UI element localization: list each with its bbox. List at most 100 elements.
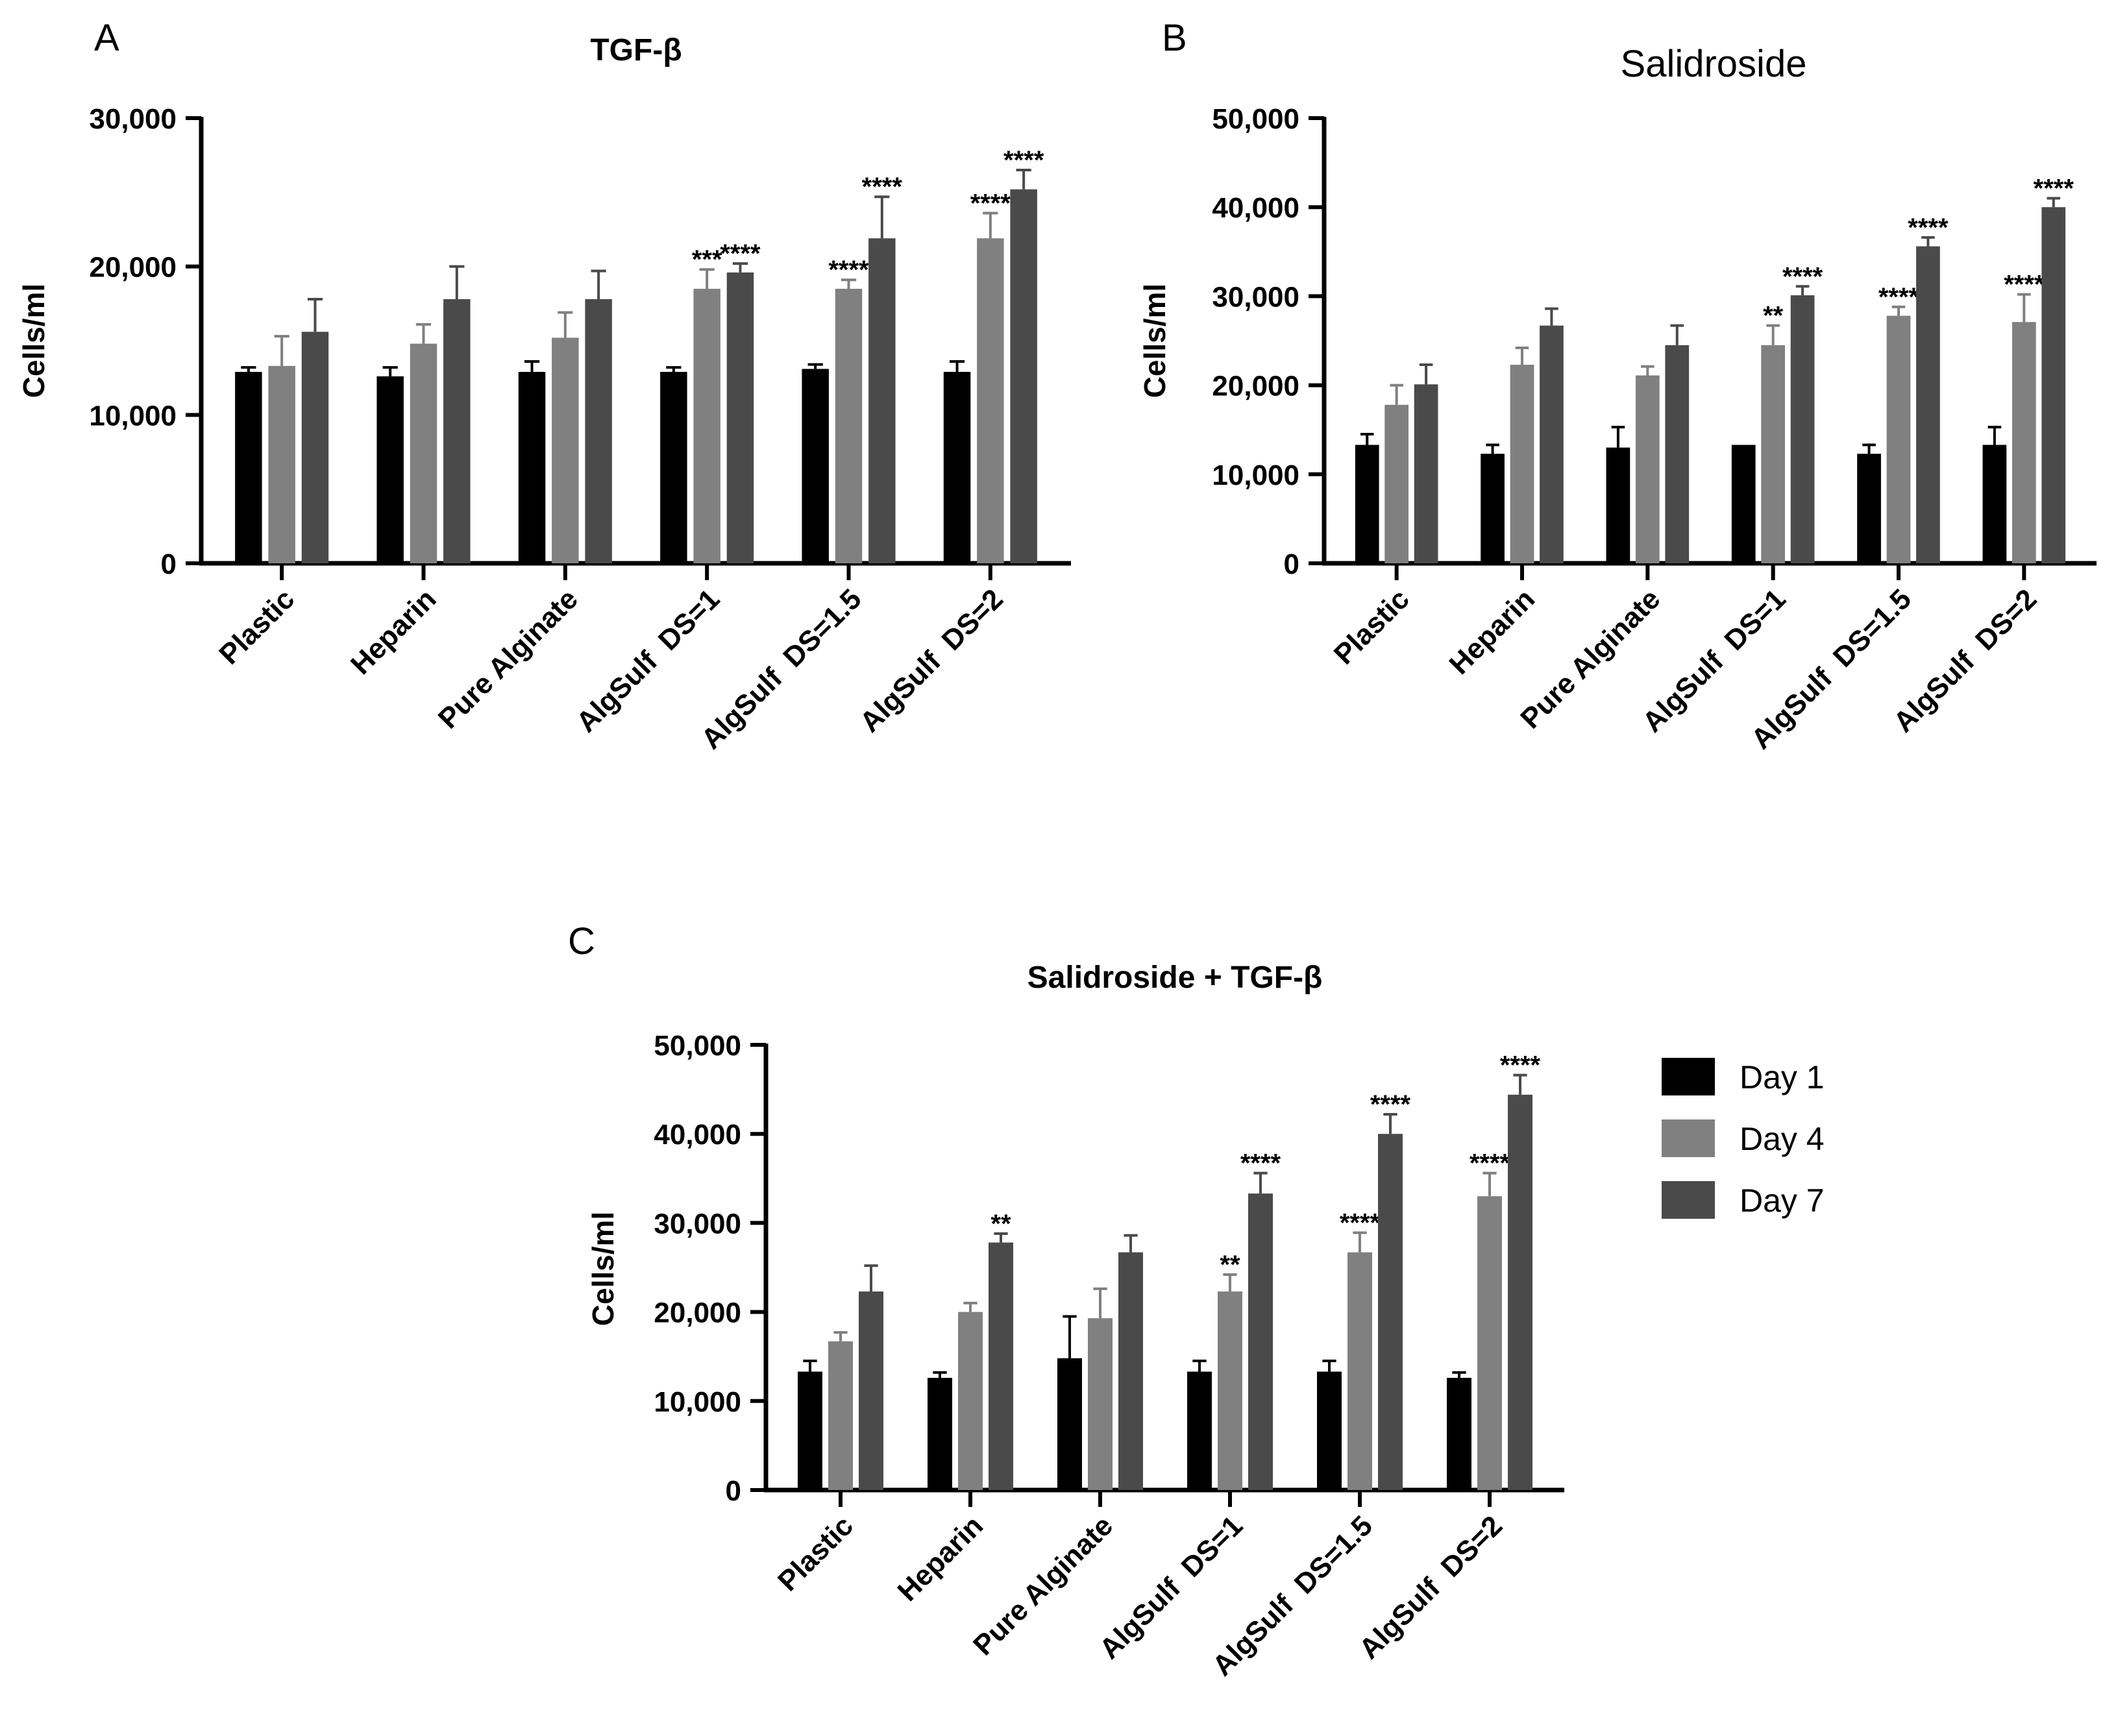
bar-day-4-algsulf-ds-1-5 — [1886, 315, 1911, 563]
bar-day-7-heparin — [1540, 325, 1564, 563]
legend-label-day-1: Day 1 — [1740, 1059, 1825, 1095]
y-tick-label: 0 — [1284, 548, 1299, 580]
panel-letter: C — [568, 920, 595, 962]
y-tick-label: 30,000 — [89, 103, 177, 135]
y-tick-label: 40,000 — [654, 1119, 741, 1151]
y-tick-label: 20,000 — [654, 1297, 741, 1329]
significance-marker: **** — [1878, 283, 1919, 312]
bar-day-4-algsulf-ds-1 — [1218, 1291, 1242, 1490]
bar-day-7-algsulf-ds-2 — [1010, 189, 1037, 563]
significance-marker: **** — [1340, 1208, 1381, 1237]
bar-day-4-algsulf-ds-1-5 — [835, 288, 863, 563]
y-axis-label: Cells/ml — [1138, 284, 1172, 398]
bar-day-7-algsulf-ds-2 — [1508, 1094, 1532, 1490]
significance-marker: **** — [828, 256, 869, 284]
category-label-plastic: Plastic — [772, 1510, 859, 1597]
significance-marker: **** — [1908, 214, 1949, 242]
bar-day-7-plastic — [1414, 384, 1438, 563]
category-label-heparin: Heparin — [1444, 583, 1541, 680]
bar-day-1-algsulf-ds-1-5 — [1857, 454, 1881, 563]
significance-marker: **** — [1500, 1051, 1541, 1080]
y-tick-label: 50,000 — [654, 1030, 741, 1062]
panel-a: A TGF-β Cells/ml 0 10,000 20,000 30,000 Plastic… — [17, 17, 1071, 755]
bar-day-1-algsulf-ds-2 — [1982, 445, 2007, 563]
bar-day-1-pure-alginate — [518, 372, 546, 563]
bar-day-1-pure-alginate — [1057, 1358, 1082, 1490]
panel-c: C Salidroside + TGF-β Cells/ml 0 10,000 20,00… — [568, 920, 1564, 1682]
y-tick-label: 0 — [161, 548, 177, 580]
y-axis-label: Cells/ml — [586, 1212, 620, 1326]
bar-day-4-algsulf-ds-2 — [2011, 322, 2036, 563]
y-axis-label: Cells/ml — [17, 284, 51, 398]
bar-day-7-algsulf-ds-1-5 — [1378, 1134, 1403, 1490]
category-label-plastic: Plastic — [213, 583, 301, 670]
category-label-plastic: Plastic — [1328, 583, 1416, 670]
y-tick-label: 30,000 — [1212, 281, 1299, 313]
legend-label-day-7: Day 7 — [1740, 1182, 1825, 1219]
panel-b: B Salidroside Cells/ml 0 10,000 20,000 30,000 4… — [1138, 17, 2097, 755]
y-tick-label: 40,000 — [1212, 192, 1299, 224]
y-tick-label: 20,000 — [89, 252, 177, 284]
bar-day-4-heparin — [1510, 365, 1534, 563]
bar-day-4-algsulf-ds-1 — [693, 288, 720, 563]
significance-marker: ** — [1220, 1251, 1240, 1279]
y-tick-label: 10,000 — [89, 400, 177, 432]
panel-letter: B — [1162, 17, 1187, 59]
category-label-pure-alginate: Pure Alginate — [432, 583, 584, 735]
y-tick-label: 0 — [726, 1475, 741, 1507]
y-tick-label: 20,000 — [1212, 371, 1299, 402]
bar-day-4-heparin — [958, 1312, 983, 1490]
bar-day-4-pure-alginate — [1088, 1318, 1113, 1490]
bar-day-7-plastic — [859, 1291, 883, 1490]
significance-marker: **** — [862, 173, 903, 201]
bar-day-1-algsulf-ds-1-5 — [1317, 1371, 1342, 1490]
legend-swatch-day-1 — [1662, 1058, 1715, 1095]
bar-day-1-plastic — [235, 372, 262, 563]
bar-day-1-algsulf-ds-1-5 — [802, 369, 829, 563]
bar-day-4-algsulf-ds-1-5 — [1347, 1252, 1372, 1490]
significance-marker: **** — [1240, 1149, 1281, 1178]
significance-marker: **** — [2034, 174, 2074, 202]
y-tick-label: 10,000 — [1212, 459, 1299, 491]
bar-day-1-algsulf-ds-1 — [1731, 445, 1756, 563]
significance-marker: **** — [970, 189, 1011, 217]
panel-letter: A — [94, 17, 119, 59]
bar-day-7-heparin — [443, 299, 471, 563]
y-tick-label: 10,000 — [654, 1386, 741, 1418]
bar-day-4-algsulf-ds-1 — [1761, 345, 1786, 563]
bar-day-7-pure-alginate — [1665, 345, 1690, 563]
bar-day-7-algsulf-ds-1 — [726, 272, 754, 563]
bar-day-1-heparin — [1481, 454, 1505, 563]
bar-day-7-algsulf-ds-2 — [2041, 207, 2066, 563]
legend-label-day-4: Day 4 — [1740, 1121, 1825, 1157]
category-label-algsulf-ds-1: AlgSulf DS=1 — [571, 583, 726, 739]
significance-marker: ** — [1763, 302, 1784, 330]
bar-day-1-plastic — [1355, 445, 1379, 563]
bar-day-1-heparin — [928, 1378, 952, 1490]
category-label-pure-alginate: Pure Alginate — [967, 1510, 1119, 1661]
bar-day-7-algsulf-ds-1 — [1248, 1193, 1273, 1490]
chart-title: Salidroside — [1621, 43, 1807, 85]
bar-day-7-heparin — [989, 1242, 1013, 1490]
significance-marker: **** — [1470, 1149, 1510, 1178]
bar-day-4-heparin — [410, 343, 437, 563]
legend-swatch-day-7 — [1662, 1181, 1715, 1219]
significance-marker: **** — [1782, 262, 1823, 291]
bar-day-7-algsulf-ds-1-5 — [1916, 246, 1940, 563]
y-tick-label: 30,000 — [654, 1208, 741, 1240]
chart-title: Salidroside + TGF-β — [1027, 960, 1323, 995]
bar-day-1-algsulf-ds-2 — [943, 372, 971, 563]
bar-day-1-heparin — [376, 376, 404, 563]
bar-day-7-pure-alginate — [585, 299, 612, 563]
chart-title: TGF-β — [590, 33, 682, 67]
bar-day-7-algsulf-ds-1 — [1790, 295, 1815, 563]
bar-day-1-pure-alginate — [1606, 447, 1630, 563]
bar-day-7-plastic — [301, 332, 329, 563]
y-tick-label: 50,000 — [1212, 103, 1299, 135]
bar-day-4-plastic — [268, 365, 295, 563]
bar-day-7-algsulf-ds-1-5 — [868, 238, 896, 563]
bar-day-4-pure-alginate — [552, 337, 579, 563]
significance-marker: **** — [1003, 146, 1044, 175]
category-label-heparin: Heparin — [345, 583, 442, 680]
